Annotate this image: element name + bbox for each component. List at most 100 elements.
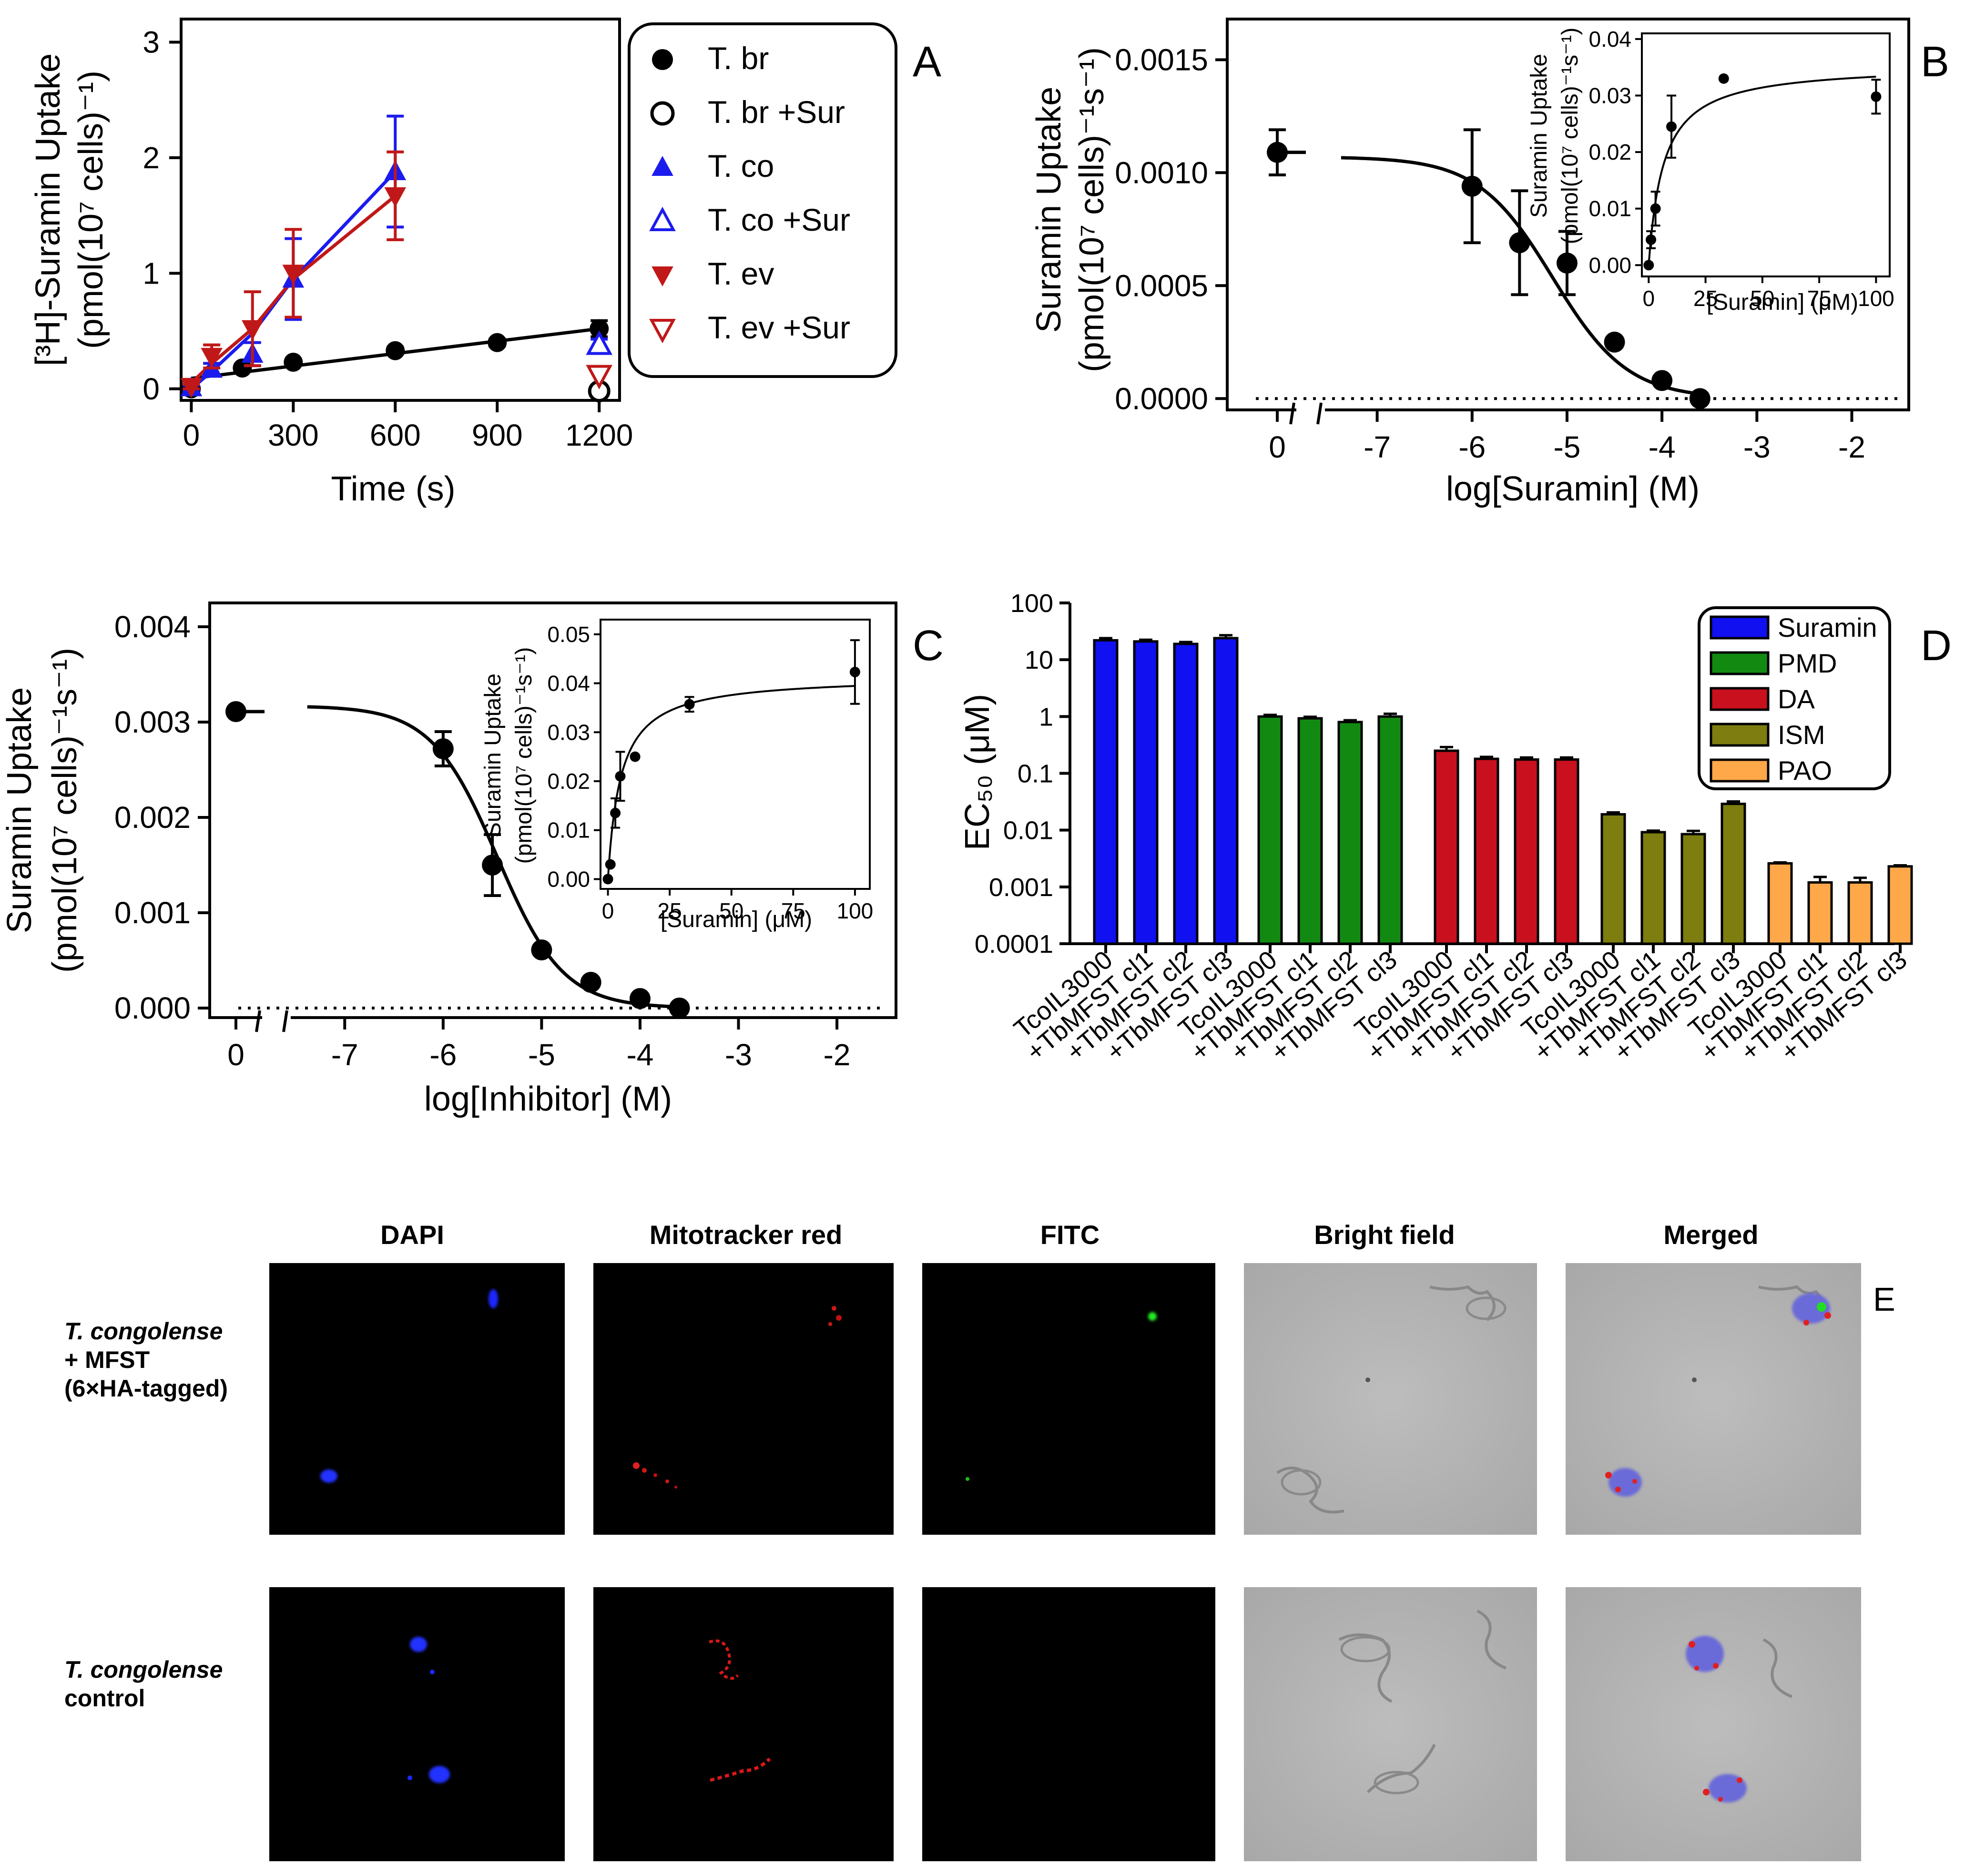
panel-b-inset-xtick-label: 50 <box>1750 286 1774 311</box>
panel-b-inset-frame <box>1641 32 1891 277</box>
panel-b-inset-fit-curve <box>1648 75 1876 265</box>
panel-d-legend-label: ISM <box>1778 720 1825 750</box>
panel-c-inset-ytick-label: 0.05 <box>547 622 590 647</box>
panel-d-bar <box>1377 715 1403 945</box>
panel-b-inset-xtick-label: 25 <box>1693 286 1718 311</box>
panel-c-axis-break-mark <box>255 1010 261 1032</box>
panel-e-row-label-species: T. congolense <box>64 1656 223 1683</box>
panel-a-legend-box <box>628 22 897 378</box>
panel-c-xtick-label: -3 <box>725 1038 752 1072</box>
panel-a-legend-label: T. co <box>708 148 774 184</box>
panel-a-ytick-label: 0 <box>143 372 160 406</box>
panel-a-xtick-label: 300 <box>268 418 319 452</box>
image-row1-merged <box>1566 1263 1861 1535</box>
panel-c-inset-ylabel-units: (pmol(10⁷ cells)⁻¹s⁻¹) <box>511 647 537 864</box>
panel-c-inset-ytick-label: 0.00 <box>547 867 590 891</box>
panel-c-inset-ylabel: Suramin Uptake <box>480 673 506 837</box>
panel-b-point <box>1556 252 1578 274</box>
panel-c-ytick-label: 0.002 <box>114 800 191 835</box>
panel-a-xtick-label: 0 <box>183 418 200 452</box>
panel-b-ylabel: Suramin Uptake <box>1030 87 1068 333</box>
panel-c-point <box>629 988 651 1009</box>
panel-d-ytick-label: 10 <box>1025 646 1053 674</box>
panel-b-inset-ytick-label: 0.01 <box>1588 196 1631 221</box>
panel-a-point <box>241 320 264 340</box>
panel-c-inset-point <box>610 807 621 818</box>
panel-a-point <box>282 265 305 285</box>
panel-b-inset-ytick-label: 0.04 <box>1588 27 1631 51</box>
panel-d-ytick-label: 0.001 <box>989 873 1053 902</box>
panel-a-point <box>488 333 507 352</box>
panel-a-legend-label: T. br +Sur <box>708 94 845 130</box>
panel-a-legend-marker <box>652 49 673 70</box>
panel-d-legend-swatch <box>1710 651 1770 675</box>
panel-d-letter: D <box>1921 622 1952 670</box>
panel-c-axis-break-mark <box>282 1010 288 1032</box>
panel-b-inset-xtick-label: 0 <box>1643 286 1655 311</box>
panel-c-inset-point <box>602 874 613 885</box>
panel-a-ylabel-units: (pmol(10⁷ cells)⁻¹) <box>72 71 110 349</box>
panel-a-plot-frame <box>180 18 621 402</box>
panel-b-xtick-label: -7 <box>1364 430 1391 464</box>
panel-c-inset-ytick-label: 0.01 <box>547 818 590 843</box>
panel-c-inset-xtick-label: 0 <box>602 898 614 923</box>
panel-d-bar <box>1337 721 1363 945</box>
panel-c-inset-point <box>615 771 626 782</box>
panel-b-inset-point <box>1643 260 1654 271</box>
panel-b-axis-break-mark <box>1316 402 1323 425</box>
panel-c-xtick-label: -7 <box>331 1038 358 1072</box>
panel-a-legend-marker <box>649 206 676 231</box>
panel-c-inset-xtick-label: 50 <box>719 898 743 923</box>
panel-a-xtick-label: 900 <box>472 418 523 452</box>
panel-b-xtick-label: -6 <box>1458 430 1486 464</box>
panel-d-bar <box>1093 639 1119 945</box>
image-row1-mitotracker <box>593 1263 894 1535</box>
panel-b-ylabel-units: (pmol(10⁷ cells)⁻¹s⁻¹) <box>1073 47 1111 372</box>
panel-d-bar <box>1554 758 1579 945</box>
panel-a-legend-marker <box>650 101 675 126</box>
panel-c-inset-point <box>684 699 695 710</box>
panel-b-xtick-label: -5 <box>1553 430 1580 464</box>
panel-c-point <box>531 939 552 960</box>
panel-c-inset-ytick-label: 0.04 <box>547 671 590 696</box>
panel-a-chart: A 0 1 2 3 0 300 600 900 1200 [³H]-Suramin Uptake… <box>29 18 941 508</box>
image-row2-merged <box>1566 1587 1861 1861</box>
panel-b-inset-xtick-label: 100 <box>1858 286 1894 311</box>
panel-a-point <box>384 187 407 207</box>
panel-b-xtick-label: -4 <box>1649 430 1676 464</box>
panel-c-xtick-label: -4 <box>626 1038 653 1072</box>
panel-b-inset-ylabel: Suramin Uptake <box>1527 54 1552 218</box>
panel-d-ytick-label: 1 <box>1039 703 1053 731</box>
panel-c-ytick-label: 0.001 <box>114 896 191 930</box>
panel-d-bar <box>1680 833 1706 945</box>
panel-b-axis-break-mark <box>1289 402 1295 425</box>
panel-a-letter: A <box>913 38 941 86</box>
panel-c-inset-fit-curve <box>607 685 855 879</box>
panel-a-xtick-label: 600 <box>370 418 421 452</box>
panel-e-row-label-species: T. congolense <box>64 1318 223 1345</box>
panel-d-bar <box>1133 640 1159 945</box>
panel-b-xtick-label: 0 <box>1269 430 1286 464</box>
panel-d-legend-swatch <box>1710 723 1770 747</box>
panel-b-inset-point <box>1646 234 1657 245</box>
panel-a-point <box>180 377 203 398</box>
panel-b-inset-ytick-label: 0.00 <box>1588 253 1631 277</box>
panel-d-legend-label: DA <box>1778 684 1815 714</box>
panel-e-row-label-line: control <box>64 1685 145 1712</box>
panel-c-ytick-label: 0.003 <box>114 705 191 739</box>
panel-a-xlabel: Time (s) <box>331 470 455 508</box>
panel-d-bar <box>1847 881 1873 945</box>
panel-d-bar <box>1514 758 1539 945</box>
panel-b-inset-ytick-label: 0.02 <box>1588 140 1631 164</box>
panel-a-xtick-label: 1200 <box>565 418 633 452</box>
panel-d-bar <box>1434 749 1459 945</box>
panel-a-legend-marker <box>652 156 673 176</box>
panel-b-inset-xtick-label: 75 <box>1807 286 1832 311</box>
panel-a-ytick-label: 2 <box>143 141 160 175</box>
panel-c-zero-point <box>225 701 246 722</box>
panel-b-inset-point <box>1871 91 1882 102</box>
